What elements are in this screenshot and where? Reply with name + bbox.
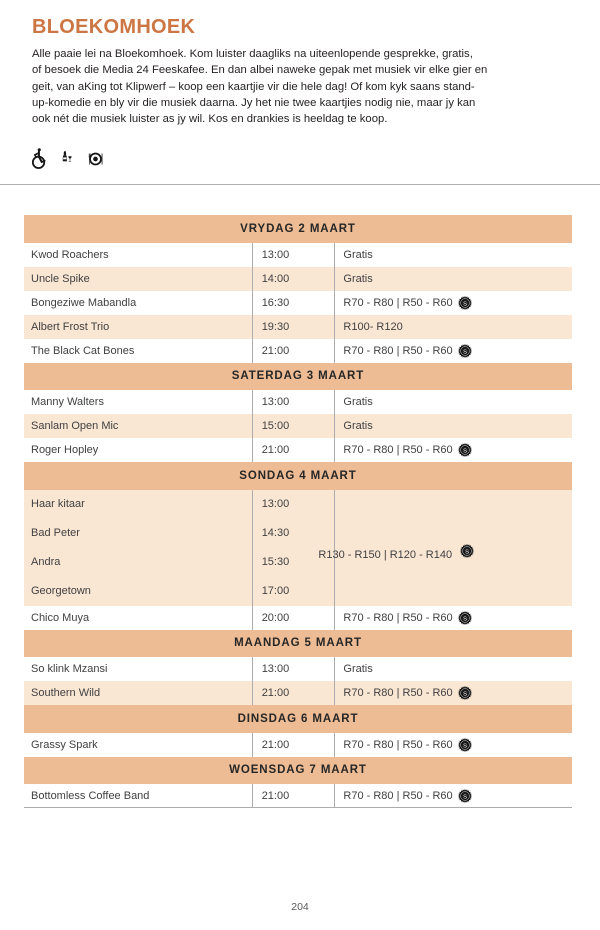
svg-text:S: S bbox=[463, 301, 467, 307]
svg-text:S: S bbox=[463, 743, 467, 749]
svg-text:S: S bbox=[463, 691, 467, 697]
svg-text:S: S bbox=[465, 549, 469, 555]
svg-text:S: S bbox=[463, 349, 467, 355]
svg-text:S: S bbox=[463, 616, 467, 622]
svg-text:S: S bbox=[463, 448, 467, 454]
svg-text:S: S bbox=[463, 794, 467, 800]
